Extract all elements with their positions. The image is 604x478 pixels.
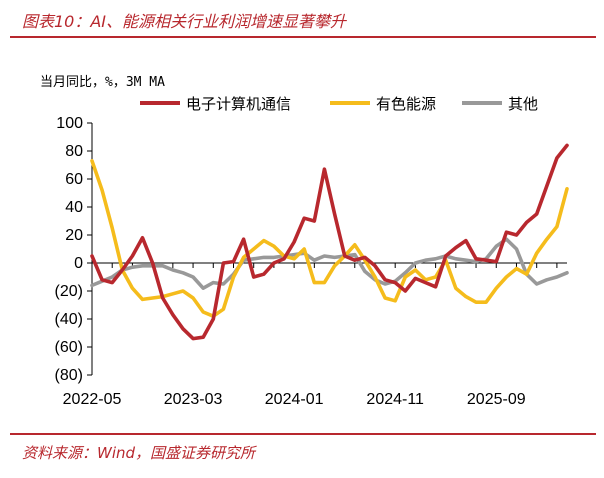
x-tick-label: 2022-05	[63, 391, 122, 408]
x-tick-label: 2023-03	[164, 391, 223, 408]
x-tick-label: 2024-01	[265, 391, 324, 408]
legend-label-other: 其他	[508, 95, 538, 113]
y-tick-label: (40)	[55, 311, 83, 328]
x-tick-label: 2024-11	[366, 391, 424, 408]
source-note: 资料来源：Wind，国盛证券研究所	[22, 444, 256, 462]
y-tick-label: 100	[56, 115, 83, 132]
y-tick-label: (20)	[55, 283, 83, 300]
top-divider	[10, 36, 596, 38]
chart-title: 图表10：AI、能源相关行业利润增速显著攀升	[22, 12, 347, 31]
series-line-nonferrous-energy	[90, 159, 569, 319]
y-tick-label: 60	[65, 171, 83, 188]
y-tick-label: 20	[65, 227, 83, 244]
x-tick-label: 2025-09	[467, 391, 526, 408]
y-tick-label: (80)	[55, 367, 83, 384]
legend: 电子计算机通信 有色能源 其他	[140, 95, 538, 113]
y-tick-label: (60)	[55, 339, 83, 356]
series-lines	[90, 143, 569, 341]
bottom-divider	[10, 433, 596, 435]
series-line-other	[90, 237, 569, 291]
legend-label-nonferrous-energy: 有色能源	[376, 95, 436, 113]
unit-label: 当月同比，%，3M MA	[40, 75, 165, 90]
y-tick-label: 40	[65, 199, 83, 216]
legend-label-electronics: 电子计算机通信	[186, 95, 291, 113]
y-tick-label: 0	[74, 255, 83, 272]
series-line-electronics	[90, 143, 569, 341]
y-tick-label: 80	[65, 143, 83, 160]
